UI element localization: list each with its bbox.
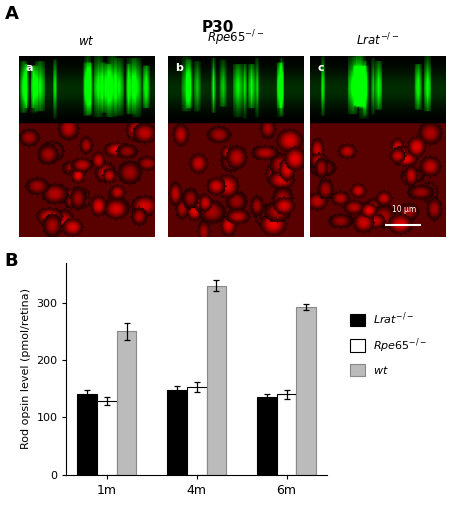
Bar <box>277 394 297 475</box>
Text: 10 μm: 10 μm <box>392 205 416 214</box>
Text: B: B <box>5 252 18 271</box>
Text: OS: OS <box>451 73 464 82</box>
Text: a: a <box>26 63 33 73</box>
Text: IS: IS <box>451 120 459 129</box>
Text: $\mathit{wt}$: $\mathit{wt}$ <box>78 35 95 48</box>
Y-axis label: Rod opsin level (pmol/retina): Rod opsin level (pmol/retina) <box>21 288 31 449</box>
Bar <box>187 387 207 475</box>
Text: $\mathit{Rpe65}^{-/-}$: $\mathit{Rpe65}^{-/-}$ <box>207 29 264 48</box>
Bar <box>167 390 187 475</box>
Text: c: c <box>317 63 324 73</box>
Text: P30: P30 <box>202 20 234 35</box>
Text: OPL: OPL <box>451 224 468 233</box>
Text: $\mathit{Lrat}^{-/-}$: $\mathit{Lrat}^{-/-}$ <box>356 32 400 48</box>
Text: ONL: ONL <box>451 164 470 173</box>
Bar <box>117 331 137 475</box>
Bar <box>97 401 117 475</box>
Bar <box>207 285 227 475</box>
Bar <box>257 397 277 475</box>
Bar <box>77 394 97 475</box>
Bar <box>297 307 316 475</box>
Text: A: A <box>5 5 18 23</box>
Legend: $\mathit{Lrat}^{-/-}$, $\mathit{Rpe65}^{-/-}$, $\mathit{wt}$: $\mathit{Lrat}^{-/-}$, $\mathit{Rpe65}^{… <box>346 306 432 380</box>
Text: b: b <box>175 63 183 73</box>
